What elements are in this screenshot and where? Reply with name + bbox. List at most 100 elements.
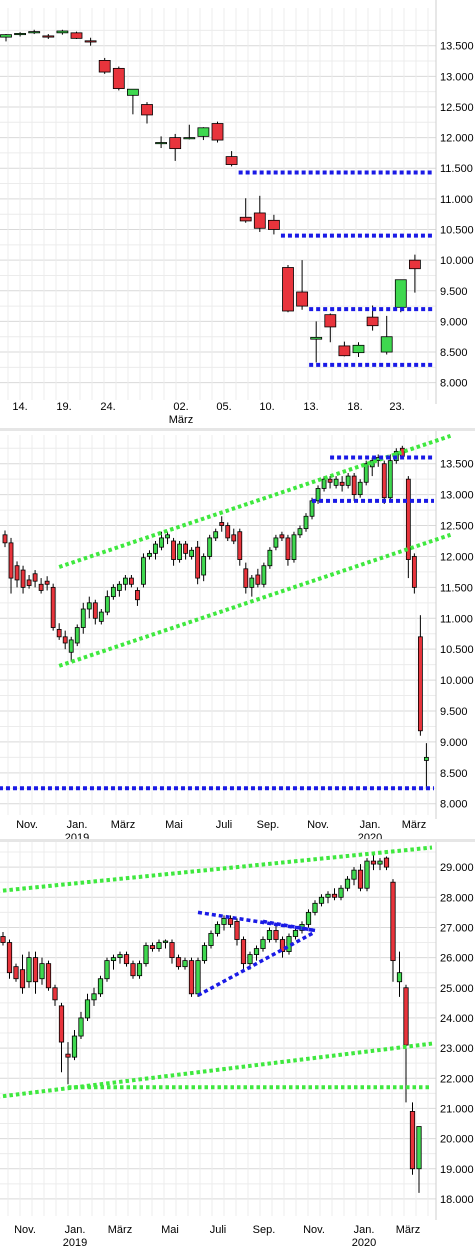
candle-body: [62, 636, 68, 644]
candles: [2, 445, 429, 789]
candle-body: [255, 574, 261, 585]
candle-body: [297, 528, 303, 536]
candle-body: [249, 577, 255, 588]
candle-body: [182, 960, 188, 968]
annotation-lines: [0, 434, 452, 791]
candle-up: [147, 550, 152, 560]
x-tick-label: 02.: [173, 401, 188, 413]
candle-body: [315, 488, 321, 502]
candle-down: [70, 31, 83, 39]
candle-up: [26, 951, 32, 988]
candle-up: [303, 513, 309, 532]
candle-body: [296, 291, 309, 307]
candle-down: [240, 936, 247, 970]
candle-body: [225, 156, 238, 165]
candle-up: [155, 136, 168, 149]
candle-down: [20, 565, 26, 594]
y-tick-label: 11.000: [440, 613, 473, 625]
y-axis-labels: 8.000 8.500 9.000 9.500 10.000 10.500 11.000 11…: [440, 41, 474, 390]
y-tick-label: 23.000: [440, 1043, 474, 1055]
candle-body: [267, 549, 273, 567]
candle-up: [104, 957, 110, 982]
candle-down: [19, 954, 26, 994]
chart-daily: 8.000 8.500 9.000 9.500 10.000 10.500 11.000 11…: [0, 0, 474, 426]
candle-down: [231, 528, 237, 545]
candle-body: [0, 34, 12, 38]
candle-body: [285, 537, 291, 560]
candle-body: [207, 537, 213, 557]
y-tick-label: 18.000: [440, 1194, 474, 1206]
x-tick-label: 10.: [259, 401, 274, 413]
x-tick-label: Jan.: [67, 819, 88, 831]
candle-down: [225, 151, 238, 167]
y-tick-label: 10.000: [440, 675, 474, 687]
candle-body: [201, 556, 207, 576]
x-tick-label: Nov.: [14, 1224, 36, 1236]
y-tick-label: 11.000: [440, 194, 473, 206]
candle-down: [390, 879, 396, 982]
x-tick-label: Nov.: [307, 819, 329, 831]
candle-down: [219, 516, 225, 532]
candle-body: [390, 881, 396, 962]
candle-down: [50, 583, 56, 631]
candle-down: [296, 260, 309, 310]
candle-body: [363, 463, 369, 483]
candle-body: [312, 902, 318, 913]
candle-up: [97, 975, 104, 997]
candle-body: [387, 460, 393, 499]
candle-body: [169, 137, 182, 150]
candle-body: [98, 611, 104, 622]
candle-down: [129, 575, 134, 588]
candle-body: [32, 957, 39, 983]
candle-down: [58, 1002, 65, 1073]
candle-down: [357, 864, 364, 892]
x-tick-label: März: [402, 819, 426, 831]
candle-body: [86, 602, 92, 610]
y-tick-label: 9.000: [440, 737, 468, 749]
candle-body: [231, 534, 237, 542]
candle-up: [267, 547, 273, 569]
candle-up: [377, 858, 383, 871]
candle-body: [253, 212, 266, 229]
candle-body: [303, 515, 309, 530]
candle-body: [338, 345, 351, 357]
y-tick-label: 29.000: [440, 862, 474, 874]
candle-body: [291, 534, 297, 560]
candle-down: [65, 1042, 71, 1085]
x-tick-label: Jan.: [360, 819, 381, 831]
candle-up: [318, 894, 325, 907]
x-tick-label: Sep.: [257, 819, 280, 831]
candle-down: [32, 951, 39, 994]
candle-body: [282, 267, 294, 312]
candle-body: [141, 557, 146, 585]
candle-down: [273, 924, 279, 943]
candle-body: [110, 957, 117, 962]
y-tick-label: 21.000: [440, 1103, 474, 1115]
candle-down: [405, 476, 411, 579]
candle-up: [162, 939, 169, 949]
candle-down: [45, 960, 52, 991]
candle-down: [130, 960, 136, 979]
x-tick-label: März: [108, 1224, 132, 1236]
candle-up: [292, 927, 299, 940]
candle-body: [19, 969, 26, 989]
candle-up: [104, 590, 110, 616]
candle-body: [44, 580, 50, 585]
candle-body: [98, 60, 111, 73]
candle-down: [331, 888, 338, 901]
candle-body: [183, 137, 196, 140]
y-axis-labels: 18.000 19.000 20.000 21.000 22.000 23.000 24.0…: [440, 862, 474, 1206]
annotation-lines: [0, 845, 433, 1099]
candle-body: [197, 127, 210, 137]
candle-down: [327, 476, 333, 489]
candle-body: [309, 500, 315, 517]
x-tick-label: März: [111, 819, 135, 831]
candle-body: [26, 957, 32, 983]
candle-up: [214, 921, 221, 937]
x-tick-sublabel: 2020: [352, 1237, 376, 1249]
y-tick-label: 25.000: [440, 983, 474, 995]
candle-up: [189, 547, 195, 560]
candle-up: [416, 1126, 422, 1193]
candle-down: [239, 198, 252, 223]
x-tick-sublabel: 2019: [65, 832, 89, 839]
